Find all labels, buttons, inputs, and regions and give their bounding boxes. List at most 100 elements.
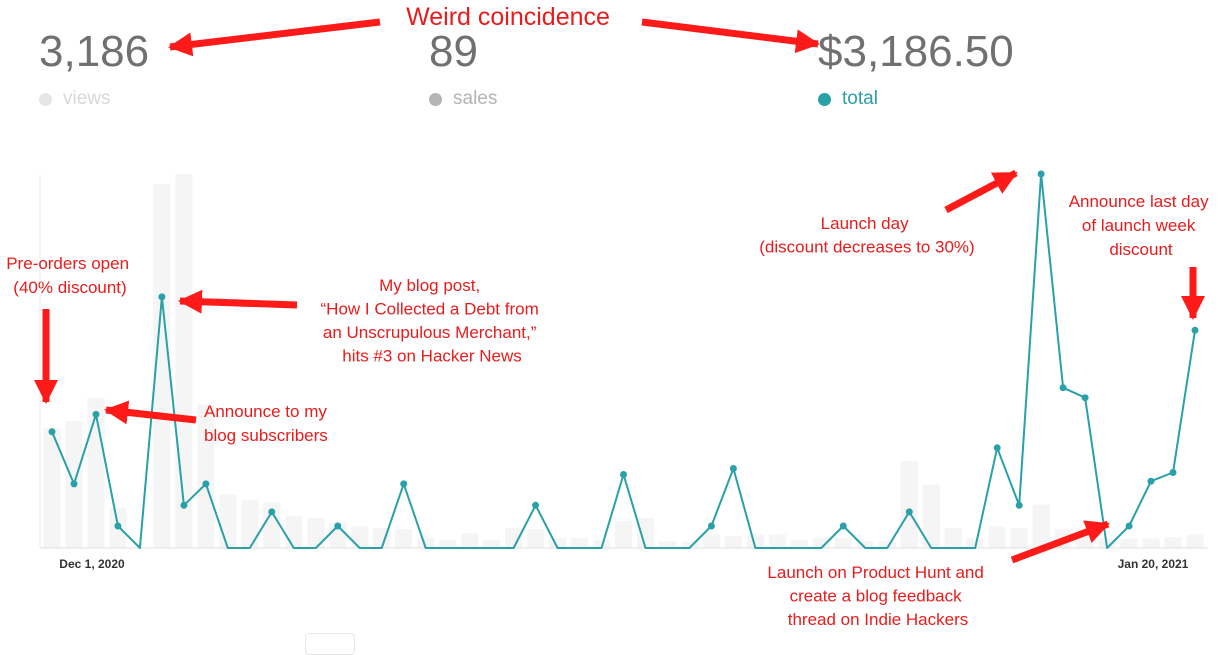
views-bar[interactable] (834, 538, 852, 548)
views-bar[interactable] (680, 541, 698, 548)
views-bar[interactable] (636, 517, 654, 548)
views-bar[interactable] (461, 533, 479, 548)
views-bar[interactable] (768, 534, 786, 548)
total-data-point[interactable] (707, 522, 715, 530)
views-bar[interactable] (285, 515, 303, 548)
views-bar[interactable] (395, 529, 413, 548)
views-bar[interactable] (944, 528, 962, 548)
total-data-point[interactable] (334, 522, 342, 530)
total-data-point[interactable] (158, 293, 166, 301)
total-data-point[interactable] (180, 501, 188, 509)
annotation-line: discount (1109, 240, 1173, 259)
total-data-point[interactable] (92, 410, 100, 418)
annotation-line: My blog post, (379, 276, 480, 295)
views-bar[interactable] (219, 494, 237, 548)
annotation-line: thread on Indie Hackers (788, 610, 969, 629)
views-bar[interactable] (746, 534, 764, 548)
views-bar[interactable] (241, 499, 259, 548)
views-bar[interactable] (1032, 504, 1050, 548)
total-data-point[interactable] (70, 480, 78, 488)
views-bars (43, 174, 1204, 548)
views-bar[interactable] (856, 541, 874, 548)
annotation-line: of launch week (1082, 216, 1196, 235)
annotation-line: Pre-orders open (6, 254, 129, 273)
views-bar[interactable] (571, 538, 589, 548)
views-bar[interactable] (988, 526, 1006, 548)
views-bar[interactable] (614, 521, 632, 548)
views-value: 3,186 (39, 27, 150, 76)
total-data-point[interactable] (1147, 477, 1155, 485)
views-bar[interactable] (483, 540, 501, 548)
views-bar[interactable] (153, 184, 171, 548)
total-data-point[interactable] (1125, 522, 1133, 530)
views-bar[interactable] (724, 536, 742, 548)
views-bar[interactable] (175, 174, 193, 548)
sales-legend[interactable]: sales (429, 88, 497, 110)
views-bar[interactable] (307, 517, 325, 548)
x-tick-label: Dec 1, 2020 (59, 557, 125, 571)
views-bar[interactable] (790, 540, 808, 548)
views-bar[interactable] (922, 484, 940, 548)
annotation-preorders: Pre-orders open (40% discount) (6, 254, 134, 297)
views-bar[interactable] (878, 541, 896, 548)
total-data-point[interactable] (1191, 326, 1199, 334)
annotation-line: Launch day (821, 214, 909, 233)
views-bar[interactable] (351, 526, 369, 548)
annotation-arrows (34, 18, 1205, 564)
views-bar[interactable] (1142, 538, 1160, 548)
annotation-subscribers: Announce to my blog subscribers (204, 402, 332, 445)
total-data-point[interactable] (114, 522, 122, 530)
annotation-line: Announce to my (204, 402, 327, 421)
arrow-subscribers (104, 400, 197, 425)
annotation-line: create a blog feedback (790, 587, 963, 606)
views-bar[interactable] (1186, 534, 1204, 548)
total-data-point[interactable] (1037, 170, 1045, 178)
views-bar[interactable] (439, 540, 457, 548)
total-label: total (842, 88, 878, 109)
total-stat: $3,186.50 total (818, 30, 1014, 110)
range-selector-tab[interactable] (305, 633, 355, 655)
total-data-point[interactable] (729, 465, 737, 472)
views-bar[interactable] (263, 502, 281, 548)
views-legend[interactable]: views (39, 88, 149, 110)
annotation-line: Launch on Product Hunt and (767, 563, 983, 582)
total-data-point[interactable] (400, 480, 408, 488)
views-stat: 3,186 views (39, 30, 149, 110)
views-bar[interactable] (505, 528, 523, 548)
total-data-point[interactable] (1169, 469, 1177, 476)
annotation-producthunt: Launch on Product Hunt and create a blog… (767, 563, 988, 629)
views-bar[interactable] (1164, 537, 1182, 548)
views-dot-icon (39, 92, 52, 106)
views-bar[interactable] (900, 461, 918, 548)
views-bar[interactable] (87, 397, 105, 548)
total-data-point[interactable] (532, 501, 540, 509)
total-data-point[interactable] (202, 480, 210, 488)
total-dot-icon (818, 92, 831, 106)
views-bar[interactable] (592, 540, 610, 548)
views-bar[interactable] (812, 538, 830, 548)
views-bar[interactable] (527, 529, 545, 548)
total-legend[interactable]: total (818, 88, 1014, 110)
total-data-point[interactable] (993, 444, 1001, 452)
total-data-point[interactable] (268, 508, 276, 516)
annotation-weird: Weird coincidence (406, 3, 610, 31)
views-bar[interactable] (1120, 538, 1138, 548)
views-bar[interactable] (43, 427, 61, 548)
views-bar[interactable] (702, 534, 720, 548)
views-bar[interactable] (658, 541, 676, 548)
views-bar[interactable] (966, 538, 984, 548)
views-bar[interactable] (417, 538, 435, 548)
views-bar[interactable] (1010, 528, 1028, 548)
total-data-point[interactable] (620, 471, 627, 478)
views-bar[interactable] (549, 538, 567, 548)
total-data-point[interactable] (1059, 384, 1067, 392)
total-data-point[interactable] (839, 522, 847, 530)
total-data-point[interactable] (1081, 394, 1089, 402)
views-bar[interactable] (197, 404, 215, 548)
annotation-line: an Unscrupulous Merchant,” (323, 323, 537, 342)
annotation-line: hits #3 on Hacker News (342, 347, 522, 366)
total-data-point[interactable] (48, 428, 56, 436)
total-data-point[interactable] (905, 508, 913, 516)
total-data-point[interactable] (1015, 501, 1023, 509)
